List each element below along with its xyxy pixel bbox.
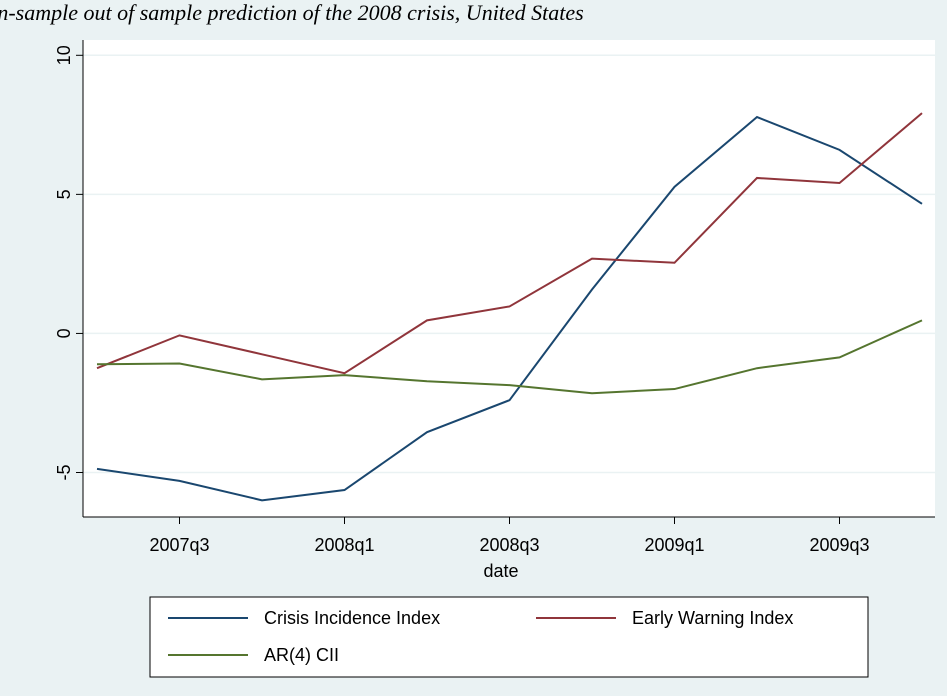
x-tick-label: 2008q1 bbox=[314, 535, 374, 555]
x-axis-label: date bbox=[483, 561, 518, 581]
legend-label: AR(4) CII bbox=[264, 645, 339, 665]
legend-box bbox=[149, 596, 869, 678]
series-line bbox=[96, 115, 923, 502]
x-tick-label: 2007q3 bbox=[149, 535, 209, 555]
legend-label: Crisis Incidence Index bbox=[264, 608, 440, 628]
x-tick-label: 2008q3 bbox=[479, 535, 539, 555]
y-tick-label: 0 bbox=[54, 328, 74, 338]
y-tick-label: -5 bbox=[54, 464, 74, 480]
y-tick-label: 5 bbox=[54, 189, 74, 199]
legend-label: Early Warning Index bbox=[632, 608, 793, 628]
plot-area bbox=[83, 40, 935, 517]
x-tick-label: 2009q3 bbox=[809, 535, 869, 555]
chart-title: In-sample out of sample prediction of th… bbox=[0, 0, 584, 25]
series-line bbox=[96, 112, 923, 375]
x-tick-label: 2009q1 bbox=[644, 535, 704, 555]
y-tick-label: 10 bbox=[54, 45, 74, 65]
series-line bbox=[96, 319, 923, 395]
